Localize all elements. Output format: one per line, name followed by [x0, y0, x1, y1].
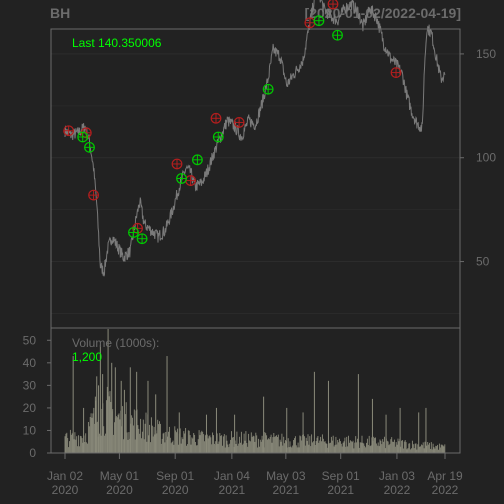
x-tick-label: Jan 02: [47, 469, 83, 483]
x-tick-label: Apr 19: [427, 469, 463, 483]
price-panel-border: [50, 28, 461, 329]
volume-y-tick-label: 0: [29, 446, 36, 460]
volume-label: Volume (1000s):: [72, 336, 159, 350]
volume-y-tick-label: 50: [23, 333, 37, 347]
volume-panel-border: [50, 327, 461, 454]
price-y-tick-label: 100: [476, 151, 496, 165]
x-tick-label: May 01: [100, 469, 140, 483]
volume-last-value: 1,200: [72, 350, 102, 364]
x-tick-year-label: 2021: [327, 483, 354, 497]
x-tick-year-label: 2021: [219, 483, 246, 497]
x-tick-label: May 03: [266, 469, 306, 483]
x-tick-year-label: 2022: [432, 483, 459, 497]
volume-y-tick-label: 30: [23, 378, 37, 392]
x-tick-year-label: 2021: [272, 483, 299, 497]
volume-y-tick-label: 40: [23, 356, 37, 370]
x-tick-year-label: 2022: [384, 483, 411, 497]
x-tick-year-label: 2020: [52, 483, 79, 497]
volume-y-tick-label: 10: [23, 423, 37, 437]
x-tick-label: Jan 03: [379, 469, 415, 483]
price-y-tick-label: 50: [476, 255, 490, 269]
last-price-label: Last 140.350006: [72, 36, 162, 50]
volume-y-tick-label: 20: [23, 401, 37, 415]
x-tick-year-label: 2020: [106, 483, 133, 497]
x-tick-year-label: 2020: [162, 483, 189, 497]
x-tick-label: Sep 01: [322, 469, 360, 483]
x-tick-label: Sep 01: [156, 469, 194, 483]
chart-symbol: BH: [50, 5, 71, 21]
price-y-tick-label: 150: [476, 47, 496, 61]
price-series-line: [64, 0, 446, 277]
x-tick-label: Jan 04: [214, 469, 250, 483]
